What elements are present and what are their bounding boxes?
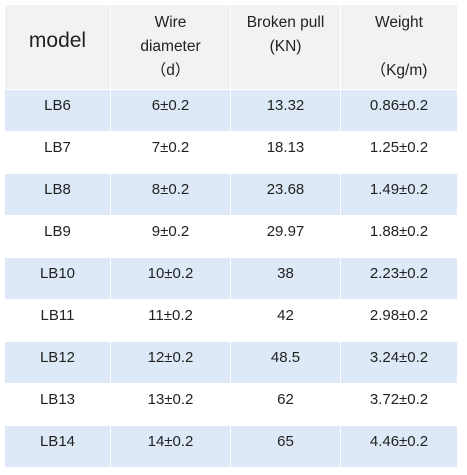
cell-diameter: 13±0.2: [111, 384, 231, 425]
table-row: LB12 12±0.2 48.5 3.24±0.2: [5, 342, 457, 384]
header-broken-pull-line-2: (KN): [269, 38, 302, 55]
cell-weight: 1.25±0.2: [369, 139, 429, 156]
table-row: LB10 10±0.2 38 2.23±0.2: [5, 258, 457, 300]
header-wire-diameter: Wire diameter （d）: [111, 5, 231, 89]
header-wire-diameter-line-1: Wire: [154, 14, 187, 31]
cell-pull: 23.68: [231, 174, 341, 215]
cell-model: LB13: [5, 384, 111, 425]
cell-pull: 65: [231, 426, 341, 467]
table-row: LB11 11±0.2 42 2.98±0.2: [5, 300, 457, 342]
header-broken-pull-line-1: Broken pull: [246, 14, 325, 31]
table-row: LB14 14±0.2 65 4.46±0.2: [5, 426, 457, 468]
cell-weight: 3.72±0.2: [369, 391, 429, 408]
table-row: LB8 8±0.2 23.68 1.49±0.2: [5, 174, 457, 216]
cell-weight: 1.49±0.2: [369, 181, 429, 198]
cell-weight: 1.88±0.2: [369, 223, 429, 240]
cell-diameter: 9±0.2: [111, 216, 231, 257]
table-header-row: model Wire diameter （d） Broken pull (KN)…: [5, 5, 457, 90]
header-weight-line-1: Weight: [375, 14, 423, 31]
header-broken-pull: Broken pull (KN): [231, 5, 341, 89]
header-model: model: [5, 5, 111, 89]
cell-weight: 2.23±0.2: [369, 265, 429, 282]
header-wire-diameter-line-3: （d）: [150, 62, 191, 79]
cell-diameter: 8±0.2: [111, 174, 231, 215]
table-row: LB7 7±0.2 18.13 1.25±0.2: [5, 132, 457, 174]
cell-model: LB12: [5, 342, 111, 383]
cell-model: LB11: [5, 300, 111, 341]
cell-pull: 48.5: [231, 342, 341, 383]
cell-weight: 4.46±0.2: [369, 433, 429, 450]
cell-pull: 38: [231, 258, 341, 299]
header-weight-line-2: （Kg/m): [370, 62, 428, 79]
cell-model: LB7: [5, 132, 111, 173]
cell-weight: 0.86±0.2: [369, 97, 429, 114]
table-row: LB13 13±0.2 62 3.72±0.2: [5, 384, 457, 426]
header-wire-diameter-line-2: diameter: [140, 38, 201, 55]
cell-model: LB9: [5, 216, 111, 257]
spec-table: model Wire diameter （d） Broken pull (KN)…: [5, 5, 457, 468]
cell-pull: 18.13: [231, 132, 341, 173]
cell-model: LB8: [5, 174, 111, 215]
cell-diameter: 11±0.2: [111, 300, 231, 341]
cell-weight: 2.98±0.2: [369, 307, 429, 324]
cell-pull: 42: [231, 300, 341, 341]
table-row: LB6 6±0.2 13.32 0.86±0.2: [5, 90, 457, 132]
cell-model: LB14: [5, 426, 111, 467]
header-weight-spacer: [341, 35, 457, 59]
cell-model: LB6: [5, 90, 111, 131]
cell-weight: 3.24±0.2: [369, 349, 429, 366]
cell-model: LB10: [5, 258, 111, 299]
header-model-label: model: [28, 29, 87, 52]
cell-pull: 13.32: [231, 90, 341, 131]
cell-diameter: 7±0.2: [111, 132, 231, 173]
table-row: LB9 9±0.2 29.97 1.88±0.2: [5, 216, 457, 258]
cell-diameter: 10±0.2: [111, 258, 231, 299]
cell-diameter: 6±0.2: [111, 90, 231, 131]
header-weight: Weight （Kg/m): [341, 5, 457, 89]
cell-diameter: 14±0.2: [111, 426, 231, 467]
cell-diameter: 12±0.2: [111, 342, 231, 383]
cell-pull: 29.97: [231, 216, 341, 257]
cell-pull: 62: [231, 384, 341, 425]
